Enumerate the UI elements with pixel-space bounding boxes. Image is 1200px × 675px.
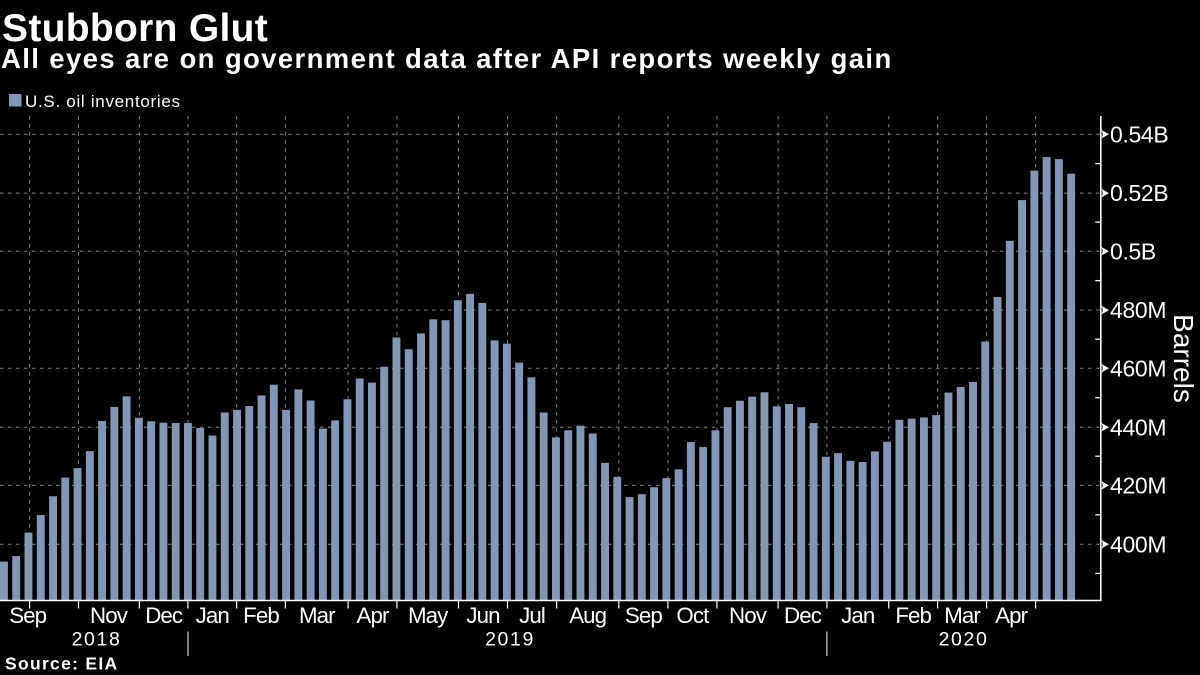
svg-text:Nov: Nov	[729, 603, 768, 628]
svg-text:Jun: Jun	[466, 603, 499, 628]
svg-text:Sep: Sep	[625, 603, 662, 628]
svg-text:Mar: Mar	[944, 603, 981, 628]
svg-text:Feb: Feb	[243, 603, 279, 628]
svg-text:Dec: Dec	[145, 603, 183, 628]
svg-text:Mar: Mar	[299, 603, 336, 628]
svg-text:0.5B: 0.5B	[1110, 238, 1156, 264]
svg-text:480M: 480M	[1110, 297, 1166, 323]
svg-text:All eyes are on government dat: All eyes are on government data after AP…	[1, 43, 893, 74]
svg-text:Dec: Dec	[784, 603, 822, 628]
svg-text:Jan: Jan	[196, 603, 229, 628]
svg-text:Jan: Jan	[841, 603, 874, 628]
svg-text:0.52B: 0.52B	[1110, 180, 1168, 206]
svg-text:440M: 440M	[1110, 414, 1166, 440]
svg-text:Apr: Apr	[357, 603, 390, 628]
svg-text:2018: 2018	[72, 628, 122, 650]
svg-text:460M: 460M	[1110, 355, 1166, 381]
svg-text:2020: 2020	[939, 628, 989, 650]
svg-text:Barrels: Barrels	[1168, 314, 1199, 403]
svg-text:Feb: Feb	[895, 603, 931, 628]
svg-text:Stubborn Glut: Stubborn Glut	[2, 7, 268, 50]
svg-text:Source: EIA: Source: EIA	[5, 654, 119, 674]
svg-text:Oct: Oct	[676, 603, 710, 628]
svg-text:420M: 420M	[1110, 473, 1166, 499]
svg-text:May: May	[408, 603, 449, 628]
svg-text:400M: 400M	[1110, 531, 1166, 557]
svg-text:Apr: Apr	[995, 603, 1028, 628]
svg-text:2019: 2019	[485, 628, 535, 650]
svg-text:Jul: Jul	[519, 603, 545, 628]
svg-text:Nov: Nov	[90, 603, 129, 628]
svg-text:U.S. oil inventories: U.S. oil inventories	[25, 92, 181, 111]
svg-text:Aug: Aug	[569, 603, 606, 628]
svg-text:Sep: Sep	[9, 603, 46, 628]
svg-text:0.54B: 0.54B	[1110, 121, 1168, 147]
